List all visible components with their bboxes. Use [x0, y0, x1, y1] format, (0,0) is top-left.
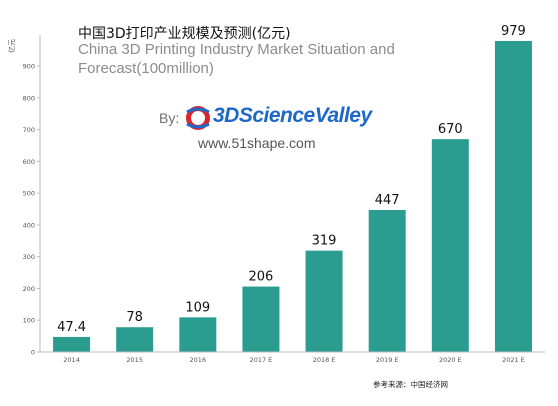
y-tick-label: 0 [31, 349, 35, 357]
bar [305, 250, 343, 352]
y-tick-label: 100 [23, 317, 35, 325]
bar-value-label: 47.4 [57, 320, 86, 335]
x-tick-label: 2017 E [250, 356, 273, 364]
x-axis: 2014 2015 2016 2017 E 2018 E 2019 E 2020 E 2021… [40, 351, 545, 364]
logo-globe-icon [186, 106, 210, 130]
brand-logo: 3DScienceValley [183, 102, 372, 136]
bar [431, 139, 469, 352]
bar [242, 286, 280, 352]
bar [494, 40, 532, 353]
y-tick-label: 900 [23, 63, 35, 71]
bar [368, 209, 406, 352]
bar [116, 327, 154, 352]
bar [53, 336, 91, 352]
y-tick-label: 700 [23, 126, 35, 134]
bar-value-label: 319 [312, 234, 337, 249]
y-tick-label: 600 [23, 158, 35, 166]
bars: 47.4 78 109 206 319 447 670 979 [53, 24, 532, 353]
y-tick-label: 400 [23, 221, 35, 229]
website-url: www.51shape.com [198, 135, 316, 151]
x-tick-label: 2019 E [376, 356, 399, 364]
bar-value-label: 109 [185, 300, 210, 315]
y-tick-label: 200 [23, 285, 35, 293]
y-axis: 0 100 200 300 400 500 600 700 800 900 亿元 [7, 35, 41, 357]
logo-text: 3DScienceValley [213, 104, 372, 127]
y-tick-label: 500 [23, 190, 35, 198]
chart-subtitle: China 3D Printing Industry Market Situat… [78, 41, 395, 77]
x-tick-label: 2021 E [502, 356, 525, 364]
y-tick-label: 300 [23, 253, 35, 261]
bar-value-label: 447 [375, 193, 400, 208]
chart-title: 中国3D打印产业规模及预测(亿元) [78, 26, 291, 42]
bar-value-label: 206 [249, 270, 274, 285]
bar-value-label: 78 [126, 310, 143, 325]
y-tick-label: 800 [23, 94, 35, 102]
by-label: By: [159, 110, 180, 126]
x-tick-label: 2016 [190, 356, 207, 364]
x-tick-label: 2014 [63, 356, 80, 364]
bar-value-label: 979 [501, 24, 526, 39]
source-note: 参考来源：中国经济网 [373, 380, 448, 389]
bar [179, 317, 217, 352]
x-tick-label: 2020 E [439, 356, 462, 364]
y-axis-label: 亿元 [7, 39, 16, 53]
x-tick-label: 2015 [126, 356, 143, 364]
x-tick-label: 2018 E [313, 356, 336, 364]
bar-value-label: 670 [438, 122, 463, 137]
